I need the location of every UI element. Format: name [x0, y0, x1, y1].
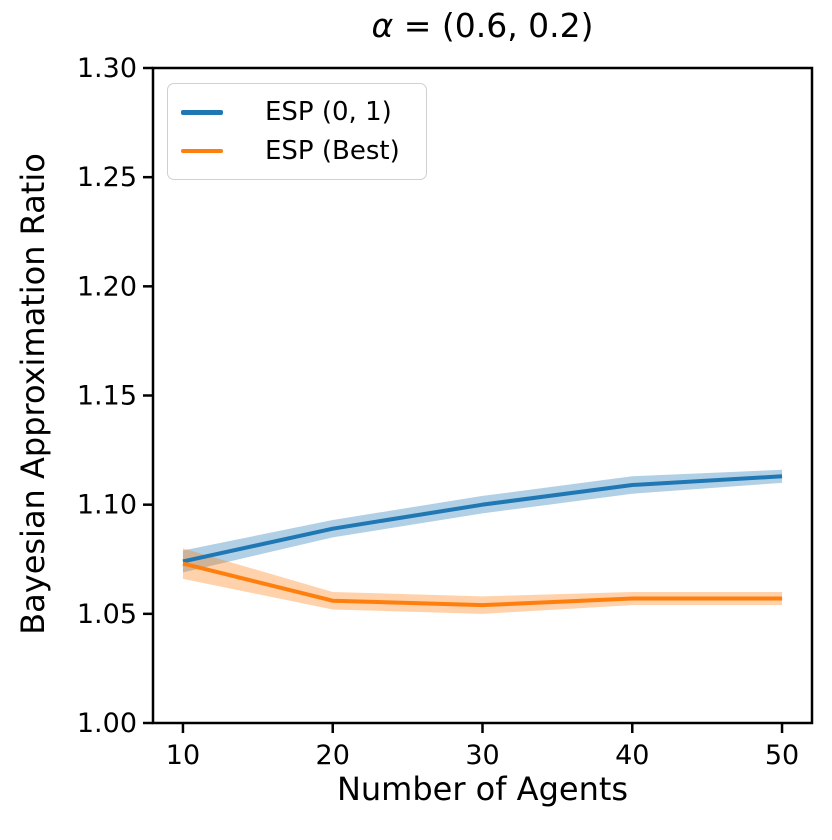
legend: ESP (0, 1) ESP (Best): [167, 83, 427, 180]
legend-entry-esp-best: ESP (Best): [181, 136, 413, 166]
x-axis-label: Number of Agents: [336, 770, 629, 808]
y-axis-label: Bayesian Approximation Ratio: [14, 153, 52, 635]
y-tick-label-1.05: 1.05: [77, 599, 137, 630]
x-tick-label-40: 40: [615, 740, 649, 771]
legend-entry-esp-0-1: ESP (0, 1): [181, 97, 413, 127]
x-tick-label-10: 10: [166, 740, 200, 771]
x-tick-label-30: 30: [465, 740, 499, 771]
legend-line-swatch-blue-icon: [181, 110, 223, 115]
data-line-series-1: [182, 561, 783, 608]
confidence-band-series-0: [182, 469, 783, 573]
legend-label-esp-best: ESP (Best): [265, 135, 400, 166]
legend-line-swatch-orange-icon: [181, 148, 223, 153]
x-tick-label-50: 50: [765, 740, 799, 771]
y-tick-label-1.00: 1.00: [77, 708, 137, 739]
y-tick-label-1.30: 1.30: [77, 53, 137, 84]
y-tick-label-1.10: 1.10: [77, 490, 137, 521]
y-tick-label-1.20: 1.20: [77, 271, 137, 302]
x-tick-label-20: 20: [316, 740, 350, 771]
chart-title: α = (0.6, 0.2): [153, 6, 812, 45]
title-alpha-symbol: α: [371, 6, 394, 45]
y-tick-label-1.25: 1.25: [77, 162, 137, 193]
data-line-series-0: [182, 474, 783, 564]
legend-label-esp-0-1: ESP (0, 1): [265, 97, 392, 128]
title-rest: = (0.6, 0.2): [393, 6, 594, 45]
y-tick-label-1.15: 1.15: [77, 381, 137, 412]
